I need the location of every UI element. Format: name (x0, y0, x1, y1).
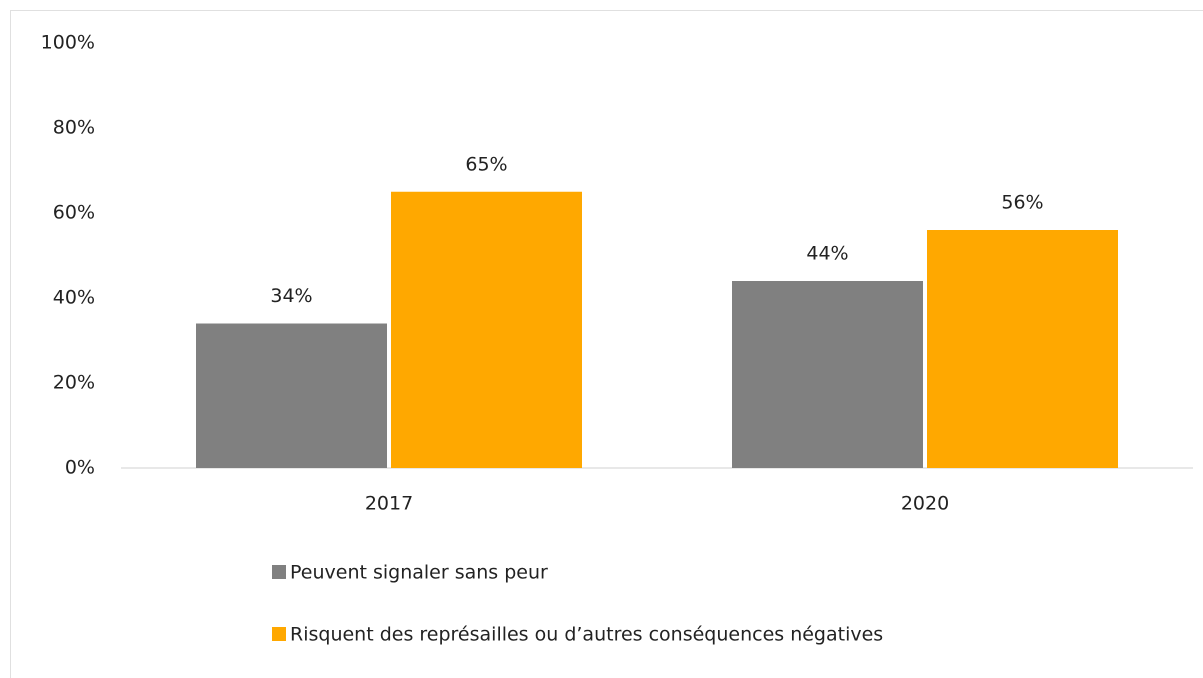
y-tick-label: 80% (53, 117, 95, 139)
bar (927, 230, 1118, 468)
bar (391, 191, 582, 468)
data-label: 44% (806, 243, 848, 265)
y-tick-label: 60% (53, 202, 95, 224)
data-label: 65% (465, 153, 507, 175)
bar (196, 323, 387, 468)
legend-label: Peuvent signaler sans peur (290, 562, 548, 584)
x-tick-label: 2017 (365, 493, 413, 515)
x-tick-label: 2020 (901, 493, 949, 515)
y-tick-label: 100% (41, 32, 95, 54)
y-tick-label: 40% (53, 287, 95, 309)
data-label: 34% (270, 285, 312, 307)
legend-label: Risquent des représailles ou d’autres co… (290, 624, 883, 646)
y-tick-label: 20% (53, 372, 95, 394)
bar (732, 281, 923, 468)
data-label: 56% (1001, 192, 1043, 214)
y-tick-label: 0% (65, 457, 95, 479)
legend-swatch (272, 627, 286, 641)
legend-swatch (272, 565, 286, 579)
